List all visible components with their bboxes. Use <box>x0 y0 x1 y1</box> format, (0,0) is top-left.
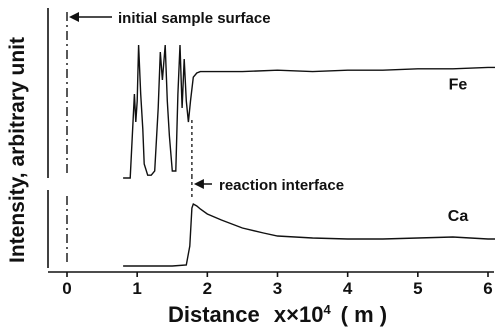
x-axis-label-text: Distance <box>168 302 260 327</box>
x-tick-label-0: 0 <box>62 279 71 298</box>
x-axis-label-unit: ( m ) <box>341 302 387 327</box>
x-tick-label-1: 1 <box>132 279 141 298</box>
x-axis-label: Distance x×104( m ) <box>168 302 387 327</box>
initial-surface-arrow-head <box>69 12 79 22</box>
x-tick-label-4: 4 <box>343 279 353 298</box>
reaction-interface-arrow-head <box>193 179 204 189</box>
x-tick-label-2: 2 <box>203 279 212 298</box>
annotation-reaction-interface: reaction interface <box>219 177 344 194</box>
x-tick-label-5: 5 <box>413 279 422 298</box>
plot-layer: 0 1 2 3 4 5 6 Fe Ca <box>47 8 495 298</box>
x-axis-label-base: 10 <box>299 302 323 327</box>
series-label-fe: Fe <box>449 76 468 93</box>
series-ca-trace <box>123 202 495 267</box>
y-axis-label: Intensity, arbitrary unit <box>6 37 29 263</box>
x-axis-label-power: 4 <box>323 302 331 317</box>
x-tick-label-3: 3 <box>273 279 282 298</box>
x-tick-label-6: 6 <box>483 279 492 298</box>
series-fe-trace <box>123 44 495 179</box>
x-axis-label-var: x <box>274 302 287 327</box>
svg-text:Distance x×104( m ): Distance x×104( m ) <box>168 302 387 327</box>
series-label-ca: Ca <box>448 208 469 225</box>
annotation-initial-surface: initial sample surface <box>118 10 271 27</box>
